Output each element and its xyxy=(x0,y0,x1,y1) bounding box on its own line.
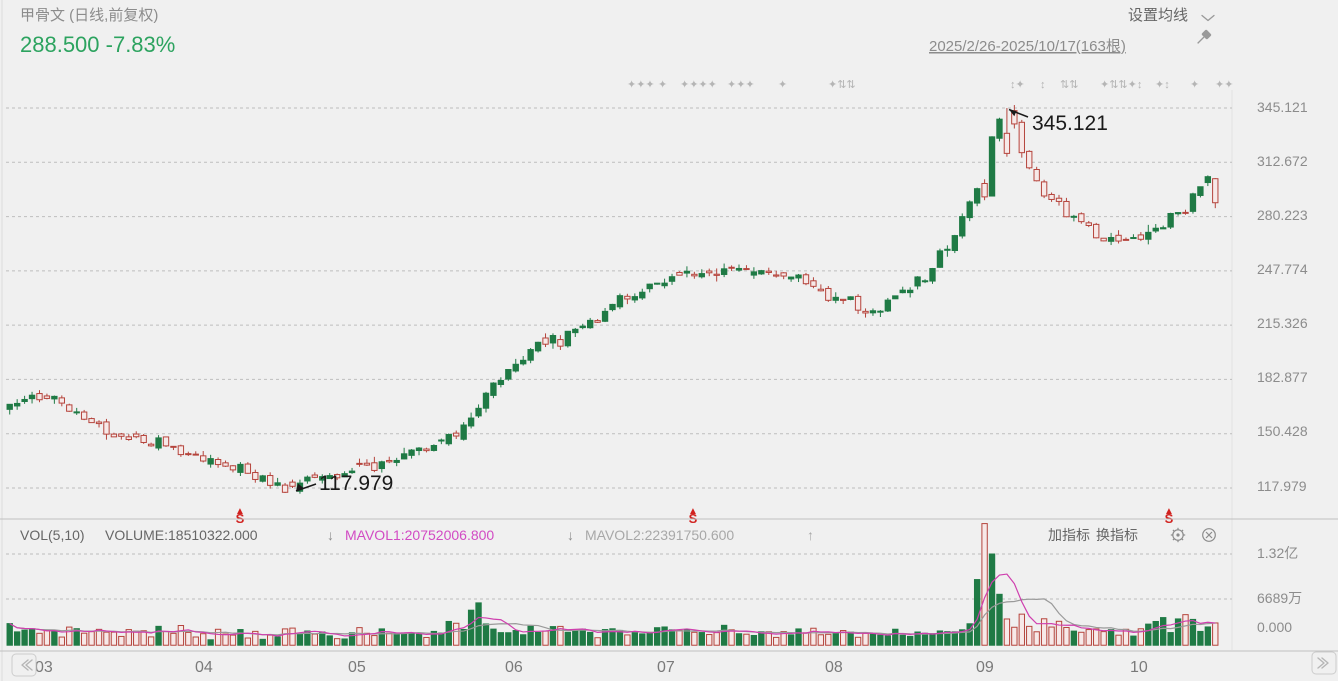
svg-text:换指标: 换指标 xyxy=(1096,527,1138,543)
svg-text:07: 07 xyxy=(657,659,675,676)
svg-text:MAVOL2:22391750.600: MAVOL2:22391750.600 xyxy=(585,527,734,543)
svg-text:↓: ↓ xyxy=(567,527,574,543)
svg-text:345.121: 345.121 xyxy=(1257,99,1308,115)
svg-text:05: 05 xyxy=(348,659,366,676)
svg-text:247.774: 247.774 xyxy=(1257,261,1308,277)
svg-text:↑: ↑ xyxy=(807,527,814,543)
svg-text:✦: ✦ xyxy=(778,79,787,91)
svg-text:✦⇅⇅: ✦⇅⇅ xyxy=(828,79,856,91)
svg-text:加指标: 加指标 xyxy=(1048,527,1090,543)
svg-text:182.877: 182.877 xyxy=(1257,369,1308,385)
svg-text:✦✦✦: ✦✦✦ xyxy=(627,79,655,91)
svg-text:04: 04 xyxy=(195,659,213,676)
svg-text:1.32亿: 1.32亿 xyxy=(1257,545,1298,561)
svg-text:08: 08 xyxy=(825,659,843,676)
svg-text:280.223: 280.223 xyxy=(1257,207,1308,223)
svg-text:↕✦: ↕✦ xyxy=(1010,79,1025,91)
svg-text:0.000: 0.000 xyxy=(1257,619,1292,635)
svg-text:10: 10 xyxy=(1130,659,1148,676)
svg-text:⇅⇅: ⇅⇅ xyxy=(1060,79,1078,91)
svg-text:VOL(5,10): VOL(5,10) xyxy=(20,527,85,543)
svg-text:↓: ↓ xyxy=(327,527,334,543)
svg-text:设置均线: 设置均线 xyxy=(1128,7,1188,24)
svg-text:✦✦✦✦: ✦✦✦✦ xyxy=(680,79,717,91)
svg-text:288.500 -7.83%: 288.500 -7.83% xyxy=(20,32,175,57)
svg-text:✦↕: ✦↕ xyxy=(1155,79,1170,91)
svg-text:✦✦✦: ✦✦✦ xyxy=(727,79,755,91)
svg-text:✦⇅⇅✦↕: ✦⇅⇅✦↕ xyxy=(1100,79,1142,91)
svg-text:✦: ✦ xyxy=(1190,79,1199,91)
svg-text:117.979: 117.979 xyxy=(1257,478,1307,494)
svg-text:MAVOL1:20752006.800: MAVOL1:20752006.800 xyxy=(345,527,494,543)
svg-text:117.979: 117.979 xyxy=(319,472,393,495)
svg-text:06: 06 xyxy=(505,659,523,676)
svg-text:03: 03 xyxy=(35,659,53,676)
svg-text:6689万: 6689万 xyxy=(1257,590,1302,606)
svg-text:↕: ↕ xyxy=(1040,79,1046,91)
svg-text:VOLUME:18510322.000: VOLUME:18510322.000 xyxy=(105,527,258,543)
svg-text:09: 09 xyxy=(976,659,994,676)
svg-text:312.672: 312.672 xyxy=(1257,153,1308,169)
svg-text:150.428: 150.428 xyxy=(1257,423,1308,439)
svg-text:✦: ✦ xyxy=(658,79,667,91)
svg-text:甲骨文 (日线,前复权): 甲骨文 (日线,前复权) xyxy=(20,6,158,24)
svg-text:2025/2/26-2025/10/17(163根): 2025/2/26-2025/10/17(163根) xyxy=(929,38,1126,55)
svg-text:✦✦: ✦✦ xyxy=(1215,79,1233,91)
svg-text:345.121: 345.121 xyxy=(1032,112,1108,135)
svg-text:215.326: 215.326 xyxy=(1257,315,1308,331)
